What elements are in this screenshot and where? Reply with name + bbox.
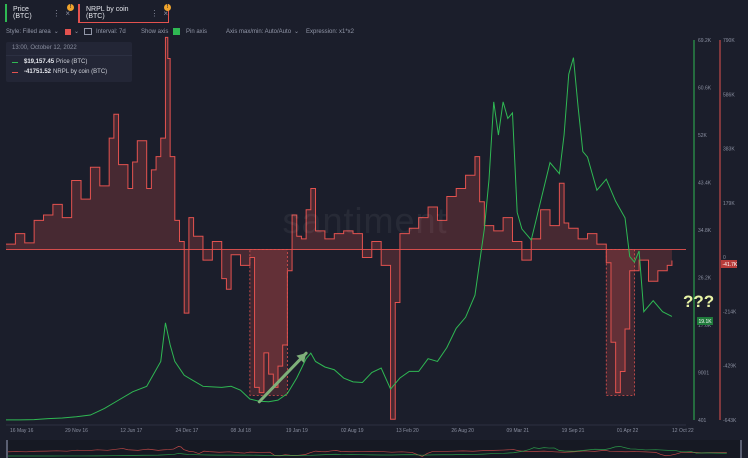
nrpl-axis-tick-label: -643K (723, 418, 737, 424)
navigator-price-line (5, 446, 727, 457)
price-series-line[interactable] (5, 57, 673, 421)
nrpl-series-line[interactable] (6, 36, 673, 420)
nrpl-axis-tick-label: 586K (723, 92, 735, 98)
question-annotation: ??? (683, 292, 715, 311)
pin-axis-toggle[interactable]: Pin axis (186, 25, 207, 38)
x-axis-tick-label: 29 Nov 16 (65, 428, 88, 434)
tooltip-price-value: $19,157.45 (24, 59, 55, 65)
price-axis-tick-label: 43.4K (698, 181, 712, 187)
checkbox-checked-icon[interactable] (173, 28, 181, 35)
navigator-nrpl-line (5, 446, 727, 457)
x-axis-tick-label: 01 Apr 22 (617, 428, 639, 434)
legend-item-nrpl: -41751.52 NRPL by coin (BTC) (12, 69, 107, 75)
x-axis-tick-label: 26 Aug 20 (451, 428, 474, 434)
tooltip-nrpl-label: NRPL by coin (BTC) (53, 69, 108, 75)
nrpl-last-value-badge-bg (721, 260, 737, 268)
close-icon[interactable]: × (163, 8, 168, 18)
nrpl-axis-tick-label: 0 (723, 255, 726, 261)
tooltip-date: 13:00, October 12, 2022 (12, 45, 77, 51)
price-axis-tick-label: 52K (698, 133, 708, 139)
show-axis-toggle[interactable]: Show axis (141, 25, 183, 38)
tab-nrpl-btc[interactable]: NRPL by coin (BTC) ⋮ × (78, 4, 169, 23)
show-axis-label: Show axis (141, 28, 169, 35)
tooltip-price-label: Price (BTC) (56, 59, 88, 65)
color-swatch (65, 28, 71, 35)
x-axis-tick-label: 12 Jun 17 (120, 428, 142, 434)
price-axis-tick-label: 34.8K (698, 228, 712, 234)
calendar-icon (84, 28, 92, 35)
more-icon[interactable]: ⋮ (52, 8, 61, 18)
chart-tooltip: 13:00, October 12, 2022 $19,157.45 Price… (6, 42, 132, 82)
chevron-down-icon: ⌄ (74, 29, 80, 35)
tab-price-btc[interactable]: Price (BTC) ⋮ × (5, 4, 70, 22)
axis-max-label: Axis max/min: Auto/Auto (226, 28, 292, 35)
tooltip-divider (6, 55, 132, 56)
price-axis-tick-label: 60.6K (698, 86, 712, 92)
expression-field[interactable]: Expression: x1*x2 (306, 25, 354, 38)
x-axis-tick-label: 19 Sep 21 (562, 428, 585, 434)
x-axis-tick-label: 19 Jan 19 (286, 428, 308, 434)
trend-arrow-line (257, 351, 308, 404)
chevron-down-icon: ⌄ (294, 29, 300, 35)
warning-badge-icon: ! (164, 4, 171, 11)
price-last-value-badge-bg (697, 317, 713, 325)
navigator-right-handle[interactable] (740, 440, 742, 458)
x-axis-tick-label: 13 Feb 20 (396, 428, 419, 434)
price-axis-tick-label: 401 (698, 418, 707, 424)
x-axis-tick-label: 16 May 16 (10, 428, 34, 434)
chevron-down-icon: ⌄ (53, 29, 59, 35)
legend-line-icon (12, 71, 18, 73)
nrpl-axis-tick-label: 383K (723, 147, 735, 153)
axis-maxmin-dropdown[interactable]: Axis max/min: Auto/Auto ⌄ (226, 25, 299, 38)
close-icon[interactable]: × (65, 8, 70, 18)
tooltip-nrpl-value: -41751.52 (24, 69, 52, 75)
warning-badge-icon: ! (67, 4, 74, 11)
x-axis-tick-label: 24 Dec 17 (176, 428, 199, 434)
x-axis-tick-label: 09 Mar 21 (507, 428, 530, 434)
color-picker[interactable]: ⌄ (62, 25, 79, 38)
x-axis-tick-label: 08 Jul 18 (231, 428, 252, 434)
interval-label: Interval: 7d (96, 28, 126, 35)
x-axis-tick-label: 12 Oct 22 (672, 428, 694, 434)
trend-arrowhead-icon (296, 353, 307, 363)
tab-bar: Price (BTC) ⋮ × ! NRPL by coin (BTC) ⋮ ×… (0, 0, 748, 24)
nrpl-axis-tick-label: 179K (723, 201, 735, 207)
nrpl-axis-tick-label: -214K (723, 309, 737, 315)
nrpl-axis-tick-label: 790K (723, 38, 735, 44)
nrpl-axis-tick-label: -429K (723, 364, 737, 370)
legend-item-price: $19,157.45 Price (BTC) (12, 59, 87, 65)
style-label: Style: Filled area (6, 28, 51, 35)
metric-settings-toolbar: Style: Filled area ⌄ ⌄ Interval: 7d Show… (0, 25, 748, 38)
range-navigator[interactable] (6, 440, 742, 458)
price-axis-tick-label: 9001 (698, 371, 709, 377)
nrpl-area (6, 37, 672, 420)
price-axis-tick-label: 26.2K (698, 276, 712, 282)
pin-axis-label: Pin axis (186, 28, 208, 35)
expression-label: Expression: x1*x2 (306, 28, 355, 35)
price-axis-tick-label: 17.6K (698, 323, 712, 329)
more-icon[interactable]: ⋮ (150, 8, 159, 18)
interval-dropdown[interactable]: Interval: 7d (84, 25, 126, 38)
price-last-value-badge: 19.1K (699, 319, 713, 325)
navigator-left-handle[interactable] (6, 440, 8, 458)
tab-price-label: Price (BTC) (13, 6, 32, 20)
nrpl-last-value-badge: -41.7K (723, 262, 738, 268)
santiment-watermark: santiment (282, 200, 448, 241)
tab-nrpl-label: NRPL by coin (BTC) (86, 6, 129, 20)
legend-line-icon (12, 61, 18, 63)
style-dropdown[interactable]: Style: Filled area ⌄ (6, 25, 59, 38)
x-axis-tick-label: 02 Aug 19 (341, 428, 364, 434)
price-axis-tick-label: 69.2K (698, 38, 712, 44)
